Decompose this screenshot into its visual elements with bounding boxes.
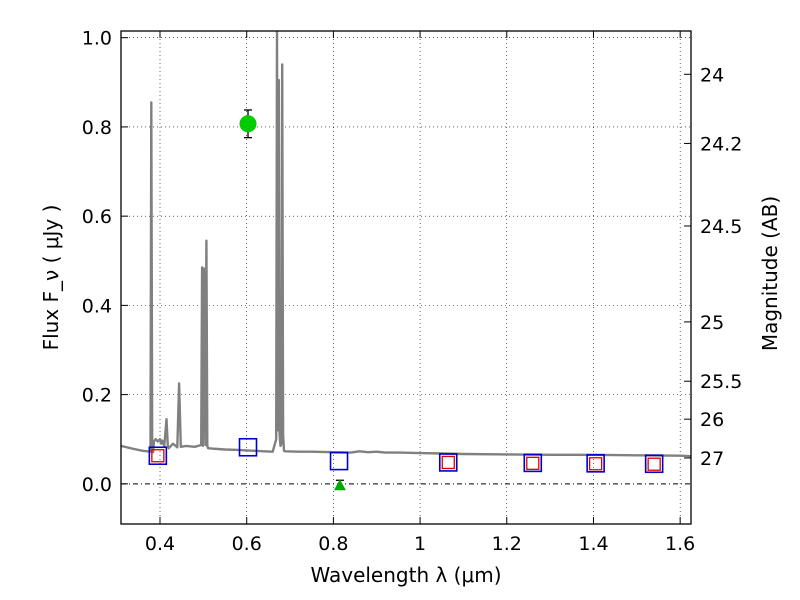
y-tick-label: 0.4 [82,295,112,317]
model-photometry-square-alt [151,449,165,463]
magnitude-tick-label: 24.5 [700,216,742,238]
x-tick-label: 0.4 [145,533,175,555]
model-photometry-square-alt [647,457,661,471]
model-photometry-square-alt [526,456,540,470]
model-photometry-square-alt [441,455,455,470]
magnitude-tick-label: 24 [700,64,724,86]
x-tick-label: 0.6 [232,533,262,555]
x-tick-label: 0.8 [318,533,348,555]
x-tick-label: 1 [414,533,426,555]
model-photometry-square [148,446,168,466]
x-tick-label: 1.4 [578,533,608,555]
y-tick-label: 0.2 [82,385,112,407]
model-photometry-square-alt [588,457,603,471]
magnitude-axis-label: Magnitude (AB) [758,196,782,351]
axis-ticks: 0.4 0.6 0.8 1 1.2 1.4 1.6 0.0 0.2 0.4 0.6 0.8 1.0 24 2… [82,28,743,555]
y-tick-label: 0.6 [82,206,112,228]
magnitude-tick-label: 25 [700,312,724,334]
magnitude-tick-label: 25.5 [700,371,742,393]
model-photometry-square [523,453,543,473]
x-axis-label-text: Wavelength λ (μm) [310,563,501,587]
model-photometry-square [329,451,349,471]
magnitude-tick-label: 24.2 [700,133,742,155]
x-axis-label: Wavelength λ (μm) [310,563,501,587]
model-photometry-square [238,437,258,457]
y-tick-label: 0.8 [82,117,112,139]
x-tick-label: 1.6 [665,533,695,555]
upper-limit-point [333,479,346,491]
y-axis-label: Flux F_ν ( μJy ) [39,205,63,351]
model-photometry-square [438,453,458,472]
model-photometry-square [586,454,605,473]
y-axis-label-text: Flux F_ν ( μJy ) [39,205,63,351]
magnitude-tick-label: 27 [700,448,724,470]
model-photometry-square [644,454,664,474]
detection-point [239,115,257,133]
magnitude-axis-label-text: Magnitude (AB) [758,196,782,351]
x-tick-label: 1.2 [492,533,522,555]
magnitude-tick-label: 26 [700,409,724,431]
y-tick-label: 1.0 [82,28,112,50]
sed-model-line [121,31,691,458]
plot-frame [120,30,692,525]
y-tick-label: 0.0 [82,474,112,496]
series-layer [121,31,691,491]
